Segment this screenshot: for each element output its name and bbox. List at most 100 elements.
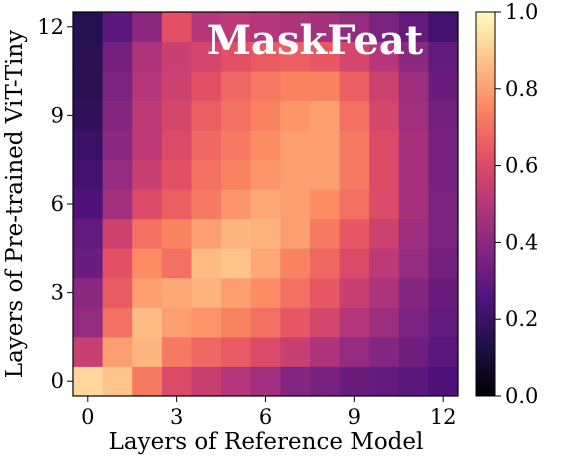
heatmap-cell: [161, 366, 192, 397]
heatmap-cell: [221, 12, 252, 42]
heatmap-cell: [73, 100, 104, 131]
heatmap-cell: [221, 307, 252, 338]
heatmap-cell: [398, 130, 429, 161]
heatmap-cell: [161, 12, 192, 42]
heatmap-cell: [280, 307, 311, 338]
heatmap-cell: [280, 130, 311, 161]
heatmap-cell: [339, 366, 370, 397]
heatmap-cell: [161, 71, 192, 102]
heatmap-cell: [398, 366, 429, 397]
heatmap-cell: [250, 100, 281, 131]
colorbar-tick-label: 0.4: [505, 230, 538, 254]
heatmap-cell: [339, 159, 370, 190]
heatmap-cell: [339, 130, 370, 161]
heatmap-cell: [250, 218, 281, 249]
heatmap-cell: [161, 277, 192, 308]
heatmap-cell: [280, 248, 311, 279]
heatmap-cell: [339, 307, 370, 338]
heatmap-cell: [369, 218, 400, 249]
heatmap-cell: [369, 12, 400, 42]
heatmap-cell: [369, 130, 400, 161]
heatmap-cell: [132, 366, 163, 397]
heatmap-cell: [250, 277, 281, 308]
heatmap-cell: [369, 307, 400, 338]
chart-title: MaskFeat: [207, 17, 424, 64]
heatmap-cell: [132, 71, 163, 102]
heatmap-cell: [191, 307, 222, 338]
heatmap-cell: [339, 41, 370, 72]
heatmap-cell: [339, 248, 370, 279]
heatmap-cell: [309, 366, 340, 397]
heatmap-cell: [339, 277, 370, 308]
heatmap-cell: [73, 12, 104, 42]
heatmap-cell: [102, 100, 133, 131]
heatmap-cell: [191, 159, 222, 190]
heatmap-cell: [428, 366, 459, 397]
heatmap-cell: [221, 248, 252, 279]
colorbar: [475, 11, 496, 397]
heatmap-cell: [250, 130, 281, 161]
heatmap-cell: [132, 12, 163, 42]
heatmap-cell: [428, 130, 459, 161]
heatmap-cell: [161, 100, 192, 131]
heatmap-cell: [191, 277, 222, 308]
heatmap-cell: [369, 189, 400, 220]
heatmap-cell: [191, 336, 222, 367]
heatmap-cell: [428, 100, 459, 131]
heatmap-cell: [191, 130, 222, 161]
heatmap-cell: [309, 159, 340, 190]
heatmap-cell: [428, 277, 459, 308]
heatmap-cell: [191, 189, 222, 220]
heatmap-cell: [250, 336, 281, 367]
heatmap-cell: [428, 71, 459, 102]
heatmap-cell: [398, 71, 429, 102]
heatmap-cell: [191, 100, 222, 131]
heatmap-cell: [132, 218, 163, 249]
heatmap-cell: [73, 277, 104, 308]
heatmap-cell: [191, 248, 222, 279]
y-tick-label: 6: [51, 192, 64, 216]
heatmap-cell: [428, 218, 459, 249]
heatmap-cell: [221, 130, 252, 161]
heatmap-cell: [428, 336, 459, 367]
heatmap-cell: [161, 189, 192, 220]
heatmap-cell: [339, 100, 370, 131]
heatmap-cell: [73, 336, 104, 367]
heatmap-cell: [428, 12, 459, 42]
heatmap-cell: [309, 12, 340, 42]
heatmap-cell: [102, 336, 133, 367]
x-tick-label: 9: [348, 405, 361, 429]
heatmap-cell: [369, 159, 400, 190]
heatmap-cell: [280, 336, 311, 367]
heatmap-cell: [250, 41, 281, 72]
heatmap-cell: [161, 218, 192, 249]
heatmap-cell: [161, 336, 192, 367]
heatmap-cell: [398, 189, 429, 220]
heatmap-cell: [102, 218, 133, 249]
heatmap-cell: [221, 71, 252, 102]
heatmap-cell: [161, 248, 192, 279]
heatmap-cell: [309, 248, 340, 279]
heatmap-cell: [73, 159, 104, 190]
heatmap-cell: [102, 41, 133, 72]
y-tick-label: 0: [51, 369, 64, 393]
heatmap-cell: [132, 189, 163, 220]
heatmap-cell: [309, 307, 340, 338]
heatmap-cell: [339, 189, 370, 220]
heatmap-cell: [428, 189, 459, 220]
heatmap-cell: [309, 189, 340, 220]
heatmap-cell: [428, 248, 459, 279]
heatmap-cell: [132, 100, 163, 131]
heatmap-cell: [280, 366, 311, 397]
heatmap-cell: [221, 218, 252, 249]
x-tick-label: 3: [170, 405, 183, 429]
heatmap-cell: [102, 307, 133, 338]
heatmap-cell: [73, 307, 104, 338]
colorbar-tick-label: 0.0: [505, 384, 538, 408]
heatmap-cell: [73, 218, 104, 249]
heatmap-cell: [102, 277, 133, 308]
heatmap-cell: [280, 71, 311, 102]
y-tick-label: 12: [37, 15, 64, 39]
x-axis-label: Layers of Reference Model: [109, 429, 424, 455]
